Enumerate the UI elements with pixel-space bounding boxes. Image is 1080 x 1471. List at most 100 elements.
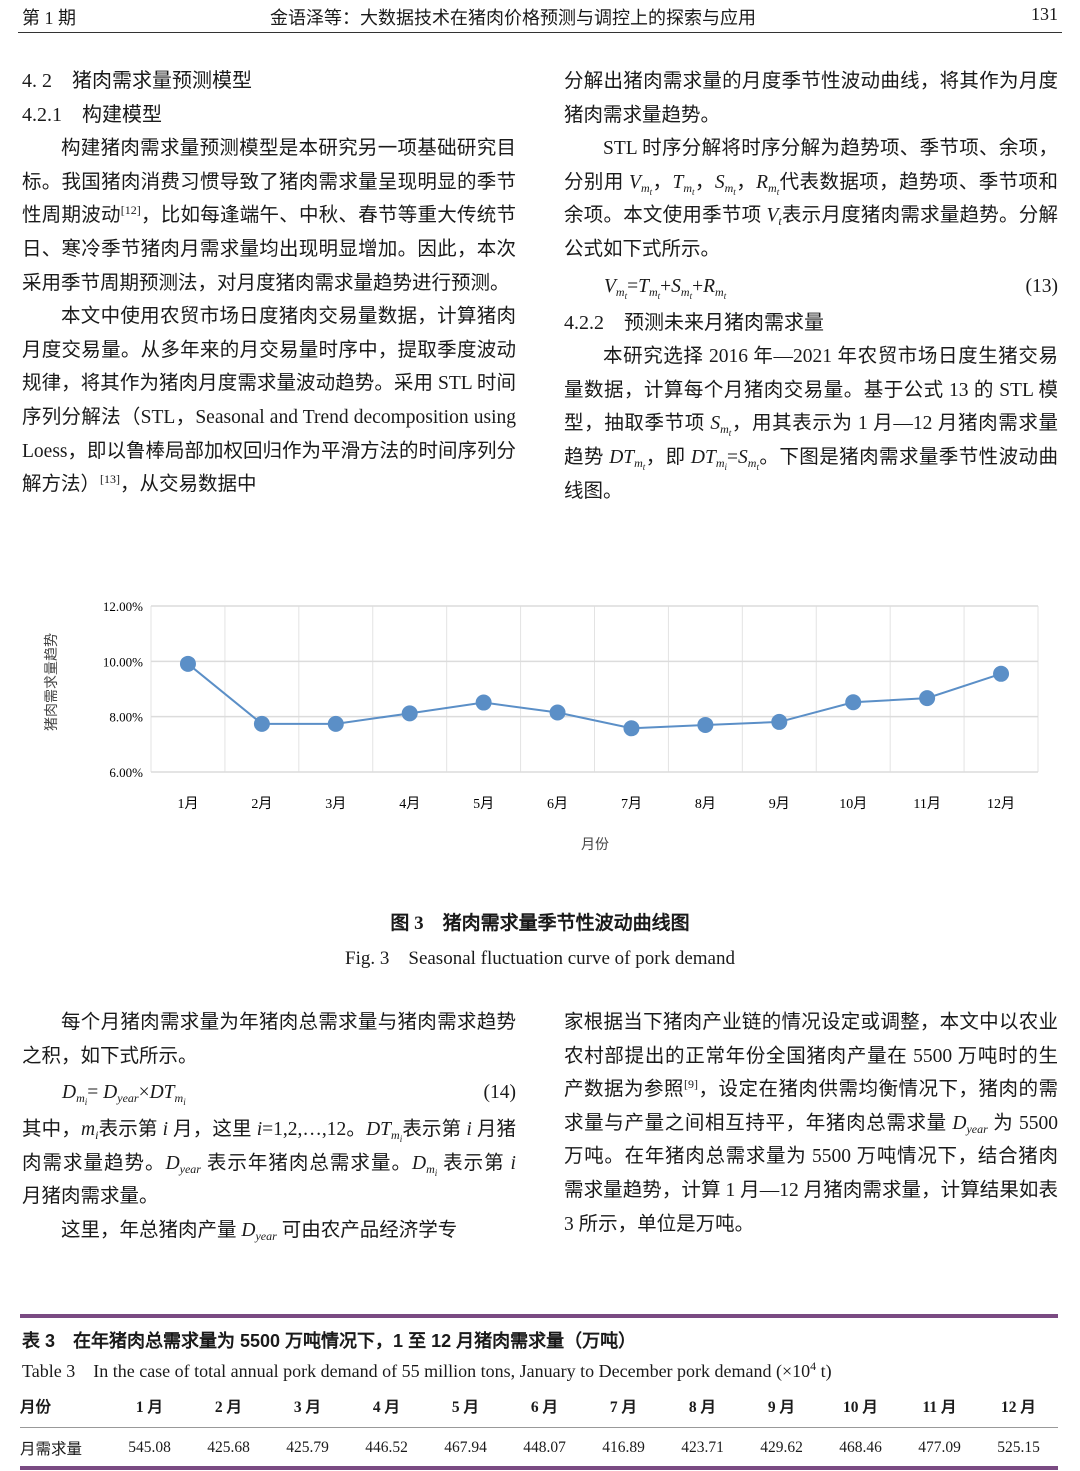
text-run: DT xyxy=(366,1119,391,1140)
text-run: 4.2.2 预测未来月猪肉需求量 xyxy=(564,312,824,334)
text-run-content: DT xyxy=(149,1082,175,1104)
equation-number: (14) xyxy=(483,1082,517,1104)
nested-subscript: t xyxy=(729,428,732,438)
text-run-content: S xyxy=(738,446,748,468)
nested-subscript-text: t xyxy=(756,461,759,472)
table-title-en-exponent: 4 xyxy=(810,1359,817,1373)
text-run: D xyxy=(241,1220,255,1241)
series-line xyxy=(187,663,1002,730)
table-title-en-unit: t) xyxy=(816,1361,832,1381)
text-run-content: DT xyxy=(609,446,635,468)
nested-subscript-text: t xyxy=(689,290,693,301)
text-run: =1,2,…,12。 xyxy=(262,1119,366,1140)
text-run-content: STL 时序分解将时序分解为趋势项、季节项、余项，分别用 xyxy=(564,138,1058,193)
text-run-content: 。下图是猪肉需求量季节性波动曲线图。 xyxy=(564,446,1058,502)
nested-subscript-text: t xyxy=(723,290,727,301)
text-run-content: S xyxy=(714,171,725,193)
text-run-content: i xyxy=(466,1119,472,1141)
table-cell: 446.52 xyxy=(365,1438,408,1456)
text-run: D xyxy=(952,1113,966,1134)
equation-body: Vmt=Tmt+Smt+Rmt xyxy=(604,267,726,307)
text-run-content: 月，这里 xyxy=(168,1119,257,1141)
equation: Dmi= Dyear×DTmi (14) xyxy=(22,1073,516,1113)
text-run-content: S xyxy=(710,413,721,435)
text-run-content: 4.2.2 预测未来月猪肉需求量 xyxy=(564,311,824,334)
text-run: mt xyxy=(720,422,732,438)
text-run-content: D xyxy=(241,1219,256,1241)
text-run: i xyxy=(257,1119,262,1140)
text-run-content: m xyxy=(174,1091,184,1106)
text-run-content: =1,2,…,12。 xyxy=(262,1119,367,1141)
text-run: D xyxy=(166,1153,180,1174)
y-axis-label: 猪肉需求量趋势 xyxy=(44,633,60,731)
text-run: 这里，年总猪肉产量 xyxy=(61,1220,241,1241)
paragraph: 其中，mi表示第 i 月，这里 i=1,2,…,12。DTmi表示第 i 月猪肉… xyxy=(22,1113,516,1214)
nested-subscript-text: t xyxy=(642,461,646,472)
text-run-content: = xyxy=(87,1082,104,1104)
text-run-content: DT xyxy=(690,446,716,468)
table-cell: 423.71 xyxy=(681,1438,724,1456)
text-run-content: m xyxy=(715,455,725,470)
text-run: + xyxy=(692,276,703,297)
nested-subscript: t xyxy=(733,187,736,197)
x-tick-label: 4月 xyxy=(399,796,420,812)
text-run: t xyxy=(778,214,781,228)
y-tick-label: 8.00% xyxy=(109,710,143,725)
text-run-content: year xyxy=(966,1121,988,1136)
text-run: D xyxy=(103,1082,117,1103)
nested-subscript-text: t xyxy=(776,186,780,197)
paragraph: 家根据当下猪肉产业链的情况设定或调整，本文中以农业农村部提出的正常年份全国猪肉产… xyxy=(564,1006,1058,1241)
text-run-content: 家根据当下猪肉产业链的情况设定或调整，本文中以农业农村部提出的正常年份全国猪肉产… xyxy=(564,1012,1058,1101)
text-run-content: m xyxy=(768,180,777,195)
table-cell: 468.46 xyxy=(839,1438,882,1456)
text-run: year xyxy=(180,1162,201,1176)
nested-subscript-text: i xyxy=(434,1167,438,1178)
text-run: 构建猪肉需求量预测模型是本研究另一项基础研究目标。我国猪肉消费习惯导致了猪肉需求… xyxy=(22,138,516,226)
paragraph: 本文中使用农贸市场日度猪肉交易量数据，计算猪肉月度交易量。从多年来的月交易量时序… xyxy=(22,300,516,502)
text-run: 月猪肉需求量趋势。 xyxy=(22,1119,516,1174)
section-heading: 4.2.2 预测未来月猪肉需求量 xyxy=(564,307,1058,341)
paragraph: 每个月猪肉需求量为年猪肉总需求量与猪肉需求趋势之积，如下式所示。 xyxy=(22,1006,516,1073)
text-run-content: ，比如每逢端午、中秋、春节等重大传统节日、寒冷季节猪肉月需求量均出现明显增加。因… xyxy=(22,205,516,294)
text-run: 为 5500 万吨。在年猪肉总需求量为 5500 万吨情况下，结合猪肉需求量趋势… xyxy=(564,1113,1058,1235)
text-run: 代表数据项，趋势项、季节项和余项。本文使用季节项 xyxy=(564,172,1058,227)
data-point xyxy=(623,720,640,737)
text-run: 家根据当下猪肉产业链的情况设定或调整，本文中以农业农村部提出的正常年份全国猪肉产… xyxy=(564,1012,1058,1100)
text-run: i xyxy=(511,1153,516,1174)
text-run: i xyxy=(95,1128,98,1142)
left-column: 4. 2 猪肉需求量预测模型 4.2.1 构建模型 构建猪肉需求量预测模型是本研究另… xyxy=(22,65,516,502)
text-run: 4.2.1 构建模型 xyxy=(22,104,162,126)
text-run-content: 构建猪肉需求量预测模型是本研究另一项基础研究目标。我国猪肉消费习惯导致了猪肉需求… xyxy=(22,138,516,227)
text-run-content: t xyxy=(778,214,782,229)
equation: Vmt=Tmt+Smt+Rmt (13) xyxy=(564,267,1058,307)
text-run-content: R xyxy=(703,275,716,297)
x-tick-label: 10月 xyxy=(839,796,867,812)
text-run-content: m xyxy=(76,1091,85,1106)
text-run-content: 这里，年总猪肉产量 xyxy=(61,1219,242,1241)
text-run: S xyxy=(715,172,725,193)
text-run-content: S xyxy=(671,275,681,297)
text-run: 月，这里 xyxy=(168,1119,257,1140)
table-header-cell: 5 月 xyxy=(426,1386,505,1428)
text-run-content: V xyxy=(766,205,779,227)
table-cell: 月需求量 xyxy=(20,1440,83,1458)
text-run-content: ， xyxy=(694,171,715,193)
nested-subscript: t xyxy=(658,291,661,301)
text-run-content: × xyxy=(138,1082,150,1104)
text-run-content: 4.2.1 构建模型 xyxy=(22,103,162,126)
text-run-content: + xyxy=(660,275,672,297)
figure-caption-cn: 图 3 猪肉需求量季节性波动曲线图 xyxy=(390,913,690,934)
text-run: mt xyxy=(748,456,759,472)
equation-number: (13) xyxy=(1025,275,1059,297)
text-run-content: = xyxy=(727,446,739,468)
text-run: STL 时序分解将时序分解为趋势项、季节项、余项，分别用 xyxy=(564,138,1058,193)
text-run-content: 表示年猪肉总需求量。 xyxy=(200,1152,412,1174)
table-header-cell: 1 月 xyxy=(110,1386,189,1428)
y-tick-label: 6.00% xyxy=(109,765,143,780)
text-run: S xyxy=(671,276,681,297)
data-point xyxy=(179,655,196,672)
text-run: = xyxy=(87,1082,103,1103)
nested-subscript: i xyxy=(183,1097,186,1107)
text-run-content: ，设定在猪肉供需均衡情况下，猪肉的需求量与产量之间相互持平，年猪肉总需求量 xyxy=(564,1079,1058,1134)
x-axis-label: 月份 xyxy=(581,837,609,853)
